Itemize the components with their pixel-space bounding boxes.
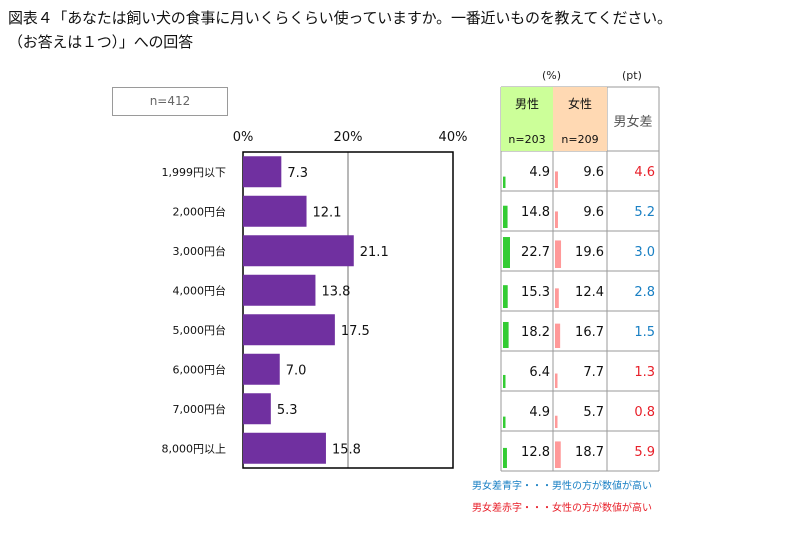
female-mini-bar [555,373,558,388]
male-mini-bar [503,285,508,308]
chart-title-line-1: 図表４「あなたは飼い犬の食事に月いくらくらい使っていますか。一番近いものを教えて… [8,9,672,27]
male-header-label: 男性 [514,97,539,111]
difference-value: 1.5 [634,325,655,340]
female-value: 9.6 [583,165,604,180]
table-unit-points: (pt) [622,69,642,82]
bar [243,314,335,346]
chart-title-line-2: （お答えは１つ）」への回答 [8,33,193,51]
legend-note-red: 男女差赤字・・・女性の方が数値が高い [472,503,652,514]
male-value: 15.3 [521,285,550,300]
difference-value: 0.8 [634,405,655,420]
category-label: 4,000円台 [173,283,227,297]
difference-value: 3.0 [634,245,655,260]
female-mini-bar [555,323,561,348]
bar-value-label: 12.1 [313,205,342,220]
bar-value-label: 7.3 [287,166,308,181]
difference-value: 5.9 [634,445,655,460]
bar [243,353,280,385]
x-tick-label: 0% [233,130,254,145]
plot-frame [242,151,454,469]
male-mini-bar [503,321,509,348]
male-value: 4.9 [529,405,550,420]
sample-size-box: n=412 [112,87,228,116]
female-value: 12.4 [575,285,604,300]
difference-value: 4.6 [634,165,655,180]
bar-value-label: 15.8 [332,442,361,457]
legend-note-blue: 男女差青字・・・男性の方が数値が高い [472,481,652,492]
bar-value-label: 13.8 [321,284,350,299]
male-mini-bar [503,176,506,188]
difference-header: 男女差 [607,87,659,151]
difference-value: 5.2 [634,205,655,220]
category-label: 6,000円台 [173,362,227,376]
bar-value-label: 7.0 [286,363,307,378]
female-sample-size: n=209 [561,133,599,146]
category-label: 1,999円以下 [162,166,227,179]
female-value: 9.6 [583,205,604,220]
bar [243,393,271,425]
bar-value-label: 21.1 [360,245,389,260]
male-value: 12.8 [521,445,550,460]
male-value: 4.9 [529,165,550,180]
difference-header-label: 男女差 [613,115,653,130]
male-sample-size: n=203 [508,133,546,146]
male-value: 22.7 [521,245,550,260]
bar-value-label: 17.5 [341,324,370,339]
female-mini-bar [555,415,558,428]
male-value: 18.2 [521,325,550,340]
female-header-label: 女性 [567,97,592,111]
x-tick-label: 40% [439,130,468,145]
female-value: 7.7 [583,365,604,380]
table-unit-percent: (%) [542,69,562,82]
bar [243,195,307,227]
difference-value: 1.3 [634,365,655,380]
female-mini-bar [555,171,558,188]
category-label: 8,000円以上 [162,442,227,455]
male-mini-bar [503,237,510,268]
male-mini-bar [503,374,506,388]
bar [243,432,326,464]
category-label: 2,000円台 [173,204,227,218]
category-label: 5,000円台 [173,323,227,337]
male-mini-bar [503,416,506,428]
male-value: 6.4 [529,365,550,380]
female-mini-bar [555,441,561,468]
female-value: 18.7 [575,445,604,460]
male-value: 14.8 [521,205,550,220]
male-mini-bar [503,447,507,468]
female-header: 女性 n=209 [553,87,607,151]
female-value: 5.7 [583,405,604,420]
bar [243,274,316,306]
difference-value: 2.8 [634,285,655,300]
female-value: 19.6 [575,245,604,260]
bar-value-label: 5.3 [277,403,298,418]
female-mini-bar [555,240,562,268]
bar [243,235,354,267]
bar [243,156,282,188]
male-mini-bar [503,205,508,228]
male-header: 男性 n=203 [501,87,553,151]
x-tick-label: 20% [334,130,363,145]
female-value: 16.7 [575,325,604,340]
category-label: 3,000円台 [173,244,227,258]
female-mini-bar [555,211,558,228]
category-label: 7,000円台 [173,402,227,416]
female-mini-bar [555,288,559,308]
